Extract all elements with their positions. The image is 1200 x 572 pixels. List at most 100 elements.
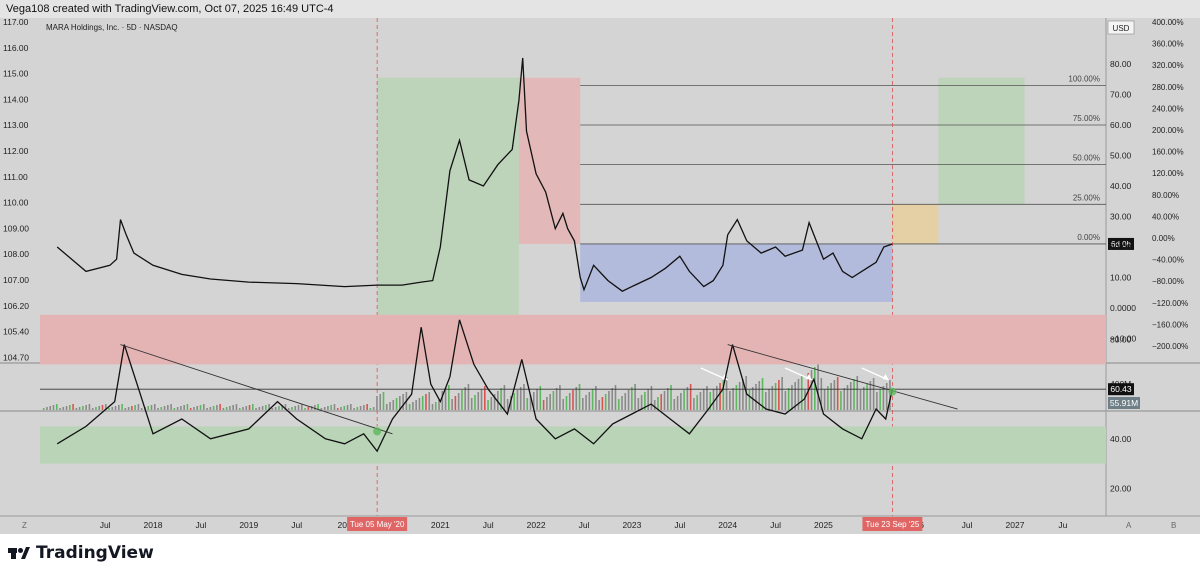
volume-bar — [108, 408, 110, 410]
volume-bar — [673, 399, 676, 410]
volume-bar — [382, 392, 385, 410]
volume-bar — [503, 385, 506, 410]
volume-bar — [500, 388, 502, 410]
time-axis-right-mark: A — [1126, 521, 1132, 530]
volume-bar — [738, 382, 741, 410]
volume-bar — [147, 406, 150, 410]
volume-bar — [448, 385, 450, 410]
volume-bar — [885, 383, 888, 410]
left-axis-tick: 112.00 — [3, 146, 29, 156]
volume-bar — [614, 385, 617, 410]
fib-level-label: 50.00% — [1073, 154, 1100, 163]
fib-level-label: 100.00% — [1068, 74, 1100, 83]
currency-label[interactable]: USD — [1113, 24, 1130, 33]
left-axis-tick: 107.00 — [3, 275, 29, 285]
volume-bar — [176, 407, 179, 410]
right-price-tick: 60.00 — [1110, 120, 1132, 130]
volume-bar — [582, 398, 584, 410]
right-percent-tick: 200.00% — [1152, 126, 1184, 135]
volume-bar — [787, 388, 790, 410]
left-axis-tick: 106.20 — [3, 301, 29, 311]
volume-bar — [761, 378, 764, 410]
volume-bar — [186, 404, 189, 410]
volume-bar — [229, 406, 231, 410]
left-axis-tick: 104.70 — [3, 352, 29, 362]
volume-bar — [346, 405, 349, 410]
volume-arrow-head — [805, 374, 812, 380]
fib-level-label: 25.00% — [1073, 193, 1100, 202]
volume-bar — [725, 377, 728, 410]
left-axis-tick: 105.40 — [3, 327, 29, 337]
volume-bar — [634, 384, 636, 410]
volume-bar — [702, 389, 705, 410]
volume-bar — [663, 391, 666, 410]
volume-bar — [356, 407, 359, 410]
volume-bar — [137, 404, 140, 410]
volume-arrow-head — [882, 374, 889, 380]
volume-bar — [317, 404, 319, 410]
volume-bar — [46, 407, 48, 410]
rsi-axis-tick: 40.00 — [1110, 434, 1132, 444]
chart-area[interactable]: 100.00% 75.00% 50.00% 25.00% 0.00% 6d 0h MARA … — [0, 18, 1200, 534]
right-percent-tick: 160.00% — [1152, 148, 1184, 157]
volume-bar — [483, 386, 486, 410]
volume-bar — [856, 376, 859, 410]
rsi-trendline — [727, 344, 958, 410]
volume-bar — [183, 405, 185, 410]
volume-bar — [849, 382, 852, 410]
crosshair-date-badge-bg — [347, 517, 408, 531]
tradingview-logo[interactable]: TradingView — [8, 542, 154, 564]
volume-bar — [173, 408, 176, 410]
volume-bar — [369, 408, 372, 410]
volume-bar — [474, 395, 476, 410]
volume-bar — [742, 379, 744, 410]
volume-bar — [853, 379, 855, 410]
right-percent-tick: 400.00% — [1152, 18, 1184, 27]
volume-bar — [637, 398, 640, 410]
right-percent-tick: −120.00% — [1152, 299, 1188, 308]
volume-bar — [206, 408, 208, 410]
volume-bar — [242, 407, 244, 410]
volume-bar — [755, 384, 757, 410]
volume-bar — [797, 379, 800, 410]
volume-bar — [434, 402, 437, 410]
range-region — [580, 243, 893, 302]
bull-region-2020 — [377, 77, 519, 324]
time-axis-label: 2021 — [431, 520, 450, 530]
currency-label-box[interactable] — [1107, 20, 1135, 35]
volume-bar — [59, 408, 61, 410]
volume-bar — [399, 396, 401, 410]
volume-bar — [287, 408, 290, 410]
volume-bar — [314, 405, 316, 410]
tradingview-logo-icon — [8, 547, 30, 559]
volume-badge: 55.91M — [1110, 398, 1138, 408]
volume-bar — [676, 396, 679, 410]
volume-bar — [660, 394, 663, 410]
volume-bar — [539, 386, 542, 410]
volume-bar — [800, 376, 803, 410]
volume-bar — [291, 407, 293, 410]
volume-bar — [297, 405, 300, 410]
volume-bar — [771, 386, 774, 410]
volume-bar — [758, 381, 761, 410]
volume-bar — [823, 389, 826, 410]
time-axis-label: Jul — [674, 520, 685, 530]
volume-bar — [98, 406, 101, 410]
rsi-line[interactable] — [56, 319, 894, 453]
volume-bar — [722, 380, 725, 410]
volume-bar — [879, 389, 881, 410]
volume-bar — [431, 404, 434, 410]
time-axis-label: Jul — [291, 520, 302, 530]
volume-bar — [624, 393, 627, 410]
volume-bar — [121, 404, 123, 410]
volume-bar — [810, 370, 813, 410]
volume-bar — [153, 404, 156, 410]
volume-bar — [559, 385, 561, 410]
price-line[interactable] — [56, 57, 893, 292]
volume-bar — [320, 408, 323, 410]
rsi-breakout-marker — [373, 427, 382, 436]
volume-bar — [490, 397, 493, 410]
volume-bar — [617, 399, 620, 410]
volume-bar — [712, 389, 715, 410]
right-price-tick: 0.0000 — [1110, 303, 1136, 313]
